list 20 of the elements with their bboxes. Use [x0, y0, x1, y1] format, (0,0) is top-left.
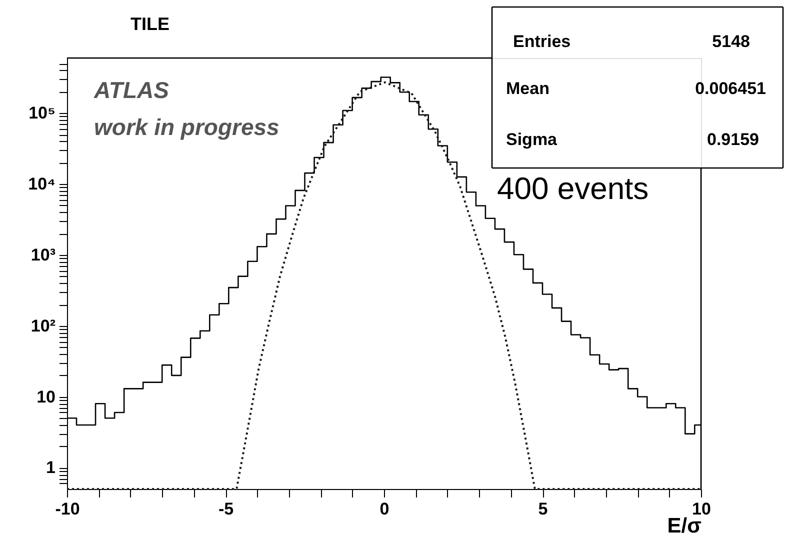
y-tick-label: 10⁴ — [28, 174, 56, 194]
chart-title: TILE — [130, 14, 170, 34]
text: 5148 — [712, 32, 750, 51]
x-tick-label: -10 — [55, 500, 80, 518]
x-tick-label: 0 — [380, 500, 390, 518]
y-tick-label: 10 — [36, 387, 56, 406]
y-tick-label: 10² — [30, 316, 56, 336]
annotation: ATLAS — [93, 77, 170, 103]
annotation: Mean — [506, 79, 550, 98]
y-tick-label: 1 — [46, 458, 56, 478]
text: 0.9159 — [707, 130, 759, 149]
annotation: 0.006451 — [695, 79, 766, 98]
y-tick-label: 10³ — [30, 245, 56, 264]
text: Entries — [513, 32, 571, 51]
annotation: Sigma — [506, 130, 558, 149]
annotation: 400 events — [497, 171, 649, 206]
annotation: work in progress — [94, 114, 280, 140]
x-tick-label: 5 — [538, 500, 548, 518]
y-tick-label: 10⁵ — [28, 104, 56, 123]
x-tick-label: -5 — [218, 500, 234, 518]
